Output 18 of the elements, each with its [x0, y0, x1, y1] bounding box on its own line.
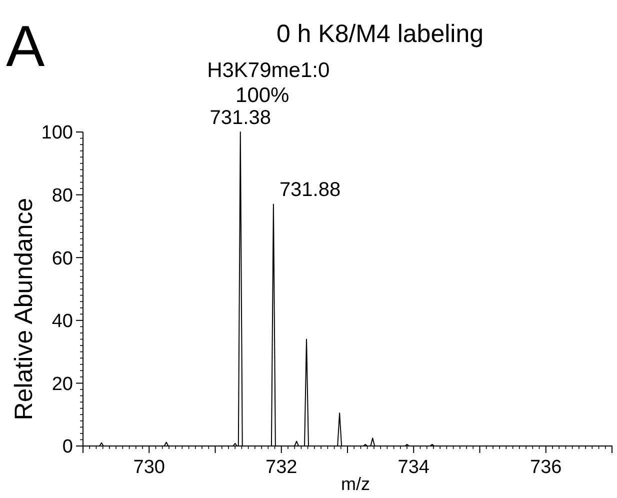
x-tick-label: 736 — [530, 457, 562, 478]
y-tick-label: 60 — [52, 248, 73, 270]
y-axis-title: Relative Abundance — [10, 198, 38, 420]
x-axis-title: m/z — [341, 474, 370, 494]
y-tick-label: 100 — [41, 122, 73, 144]
text: 100% — [236, 84, 290, 107]
annotation: 731.88 — [279, 179, 341, 202]
y-tick-label: 40 — [52, 311, 73, 332]
annotation: 731.38 — [210, 107, 271, 129]
text: H3K79me1:0 — [207, 59, 330, 82]
y-tick-label: 80 — [52, 185, 73, 206]
y-tick-label: 0 — [62, 436, 73, 458]
x-tick-label: 734 — [398, 457, 430, 478]
x-tick-label: 730 — [133, 457, 165, 478]
y-tick-label: 20 — [52, 374, 73, 395]
chart-title: 0 h K8/M4 labeling — [276, 20, 484, 48]
text: A — [6, 14, 45, 79]
x-tick-label: 732 — [266, 457, 298, 478]
